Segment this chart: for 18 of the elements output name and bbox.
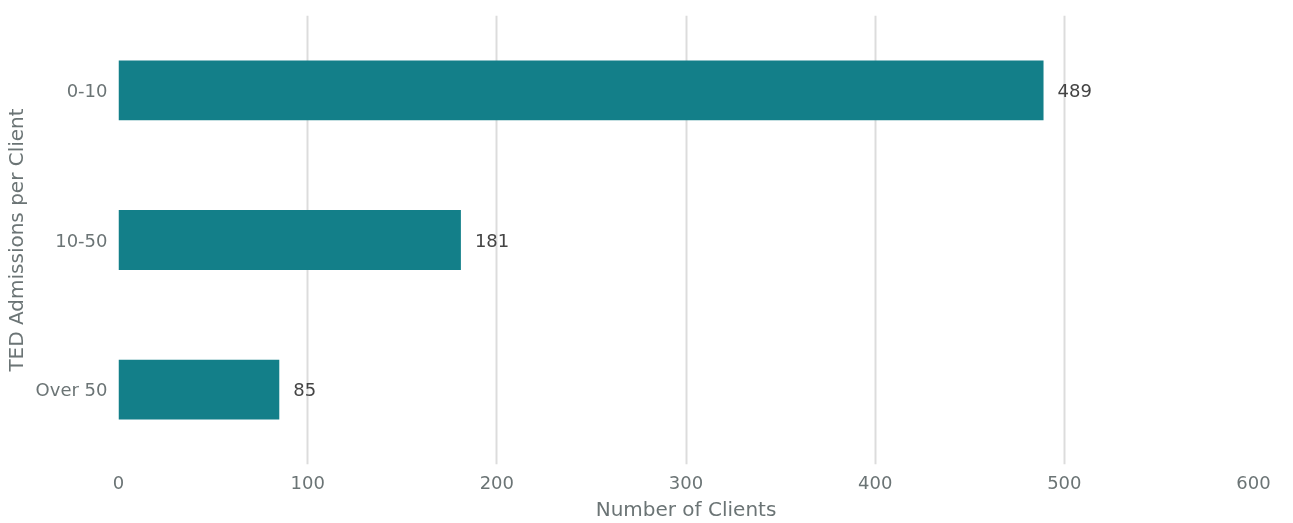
x-tick-label: 400 [857,471,893,493]
bar [118,60,1044,121]
x-tick-label: 100 [290,471,325,493]
y-axis-title: TED Admissions per Client [3,108,28,373]
x-tick-label: 500 [1047,471,1082,493]
x-axis-title: Number of Clients [595,496,777,521]
bar [118,210,461,270]
data-label: 85 [293,379,317,401]
x-tick-label: 200 [479,471,515,493]
x-tick-label: 600 [1236,471,1271,493]
y-tick-label: 10-50 [55,229,108,251]
y-tick-label: 0-10 [66,79,108,101]
data-label: 489 [1057,79,1092,101]
bar [118,359,280,420]
y-tick-label: Over 50 [35,379,108,401]
data-label: 181 [474,229,510,251]
x-tick-label: 0 [112,471,125,493]
x-tick-label: 300 [668,471,704,493]
